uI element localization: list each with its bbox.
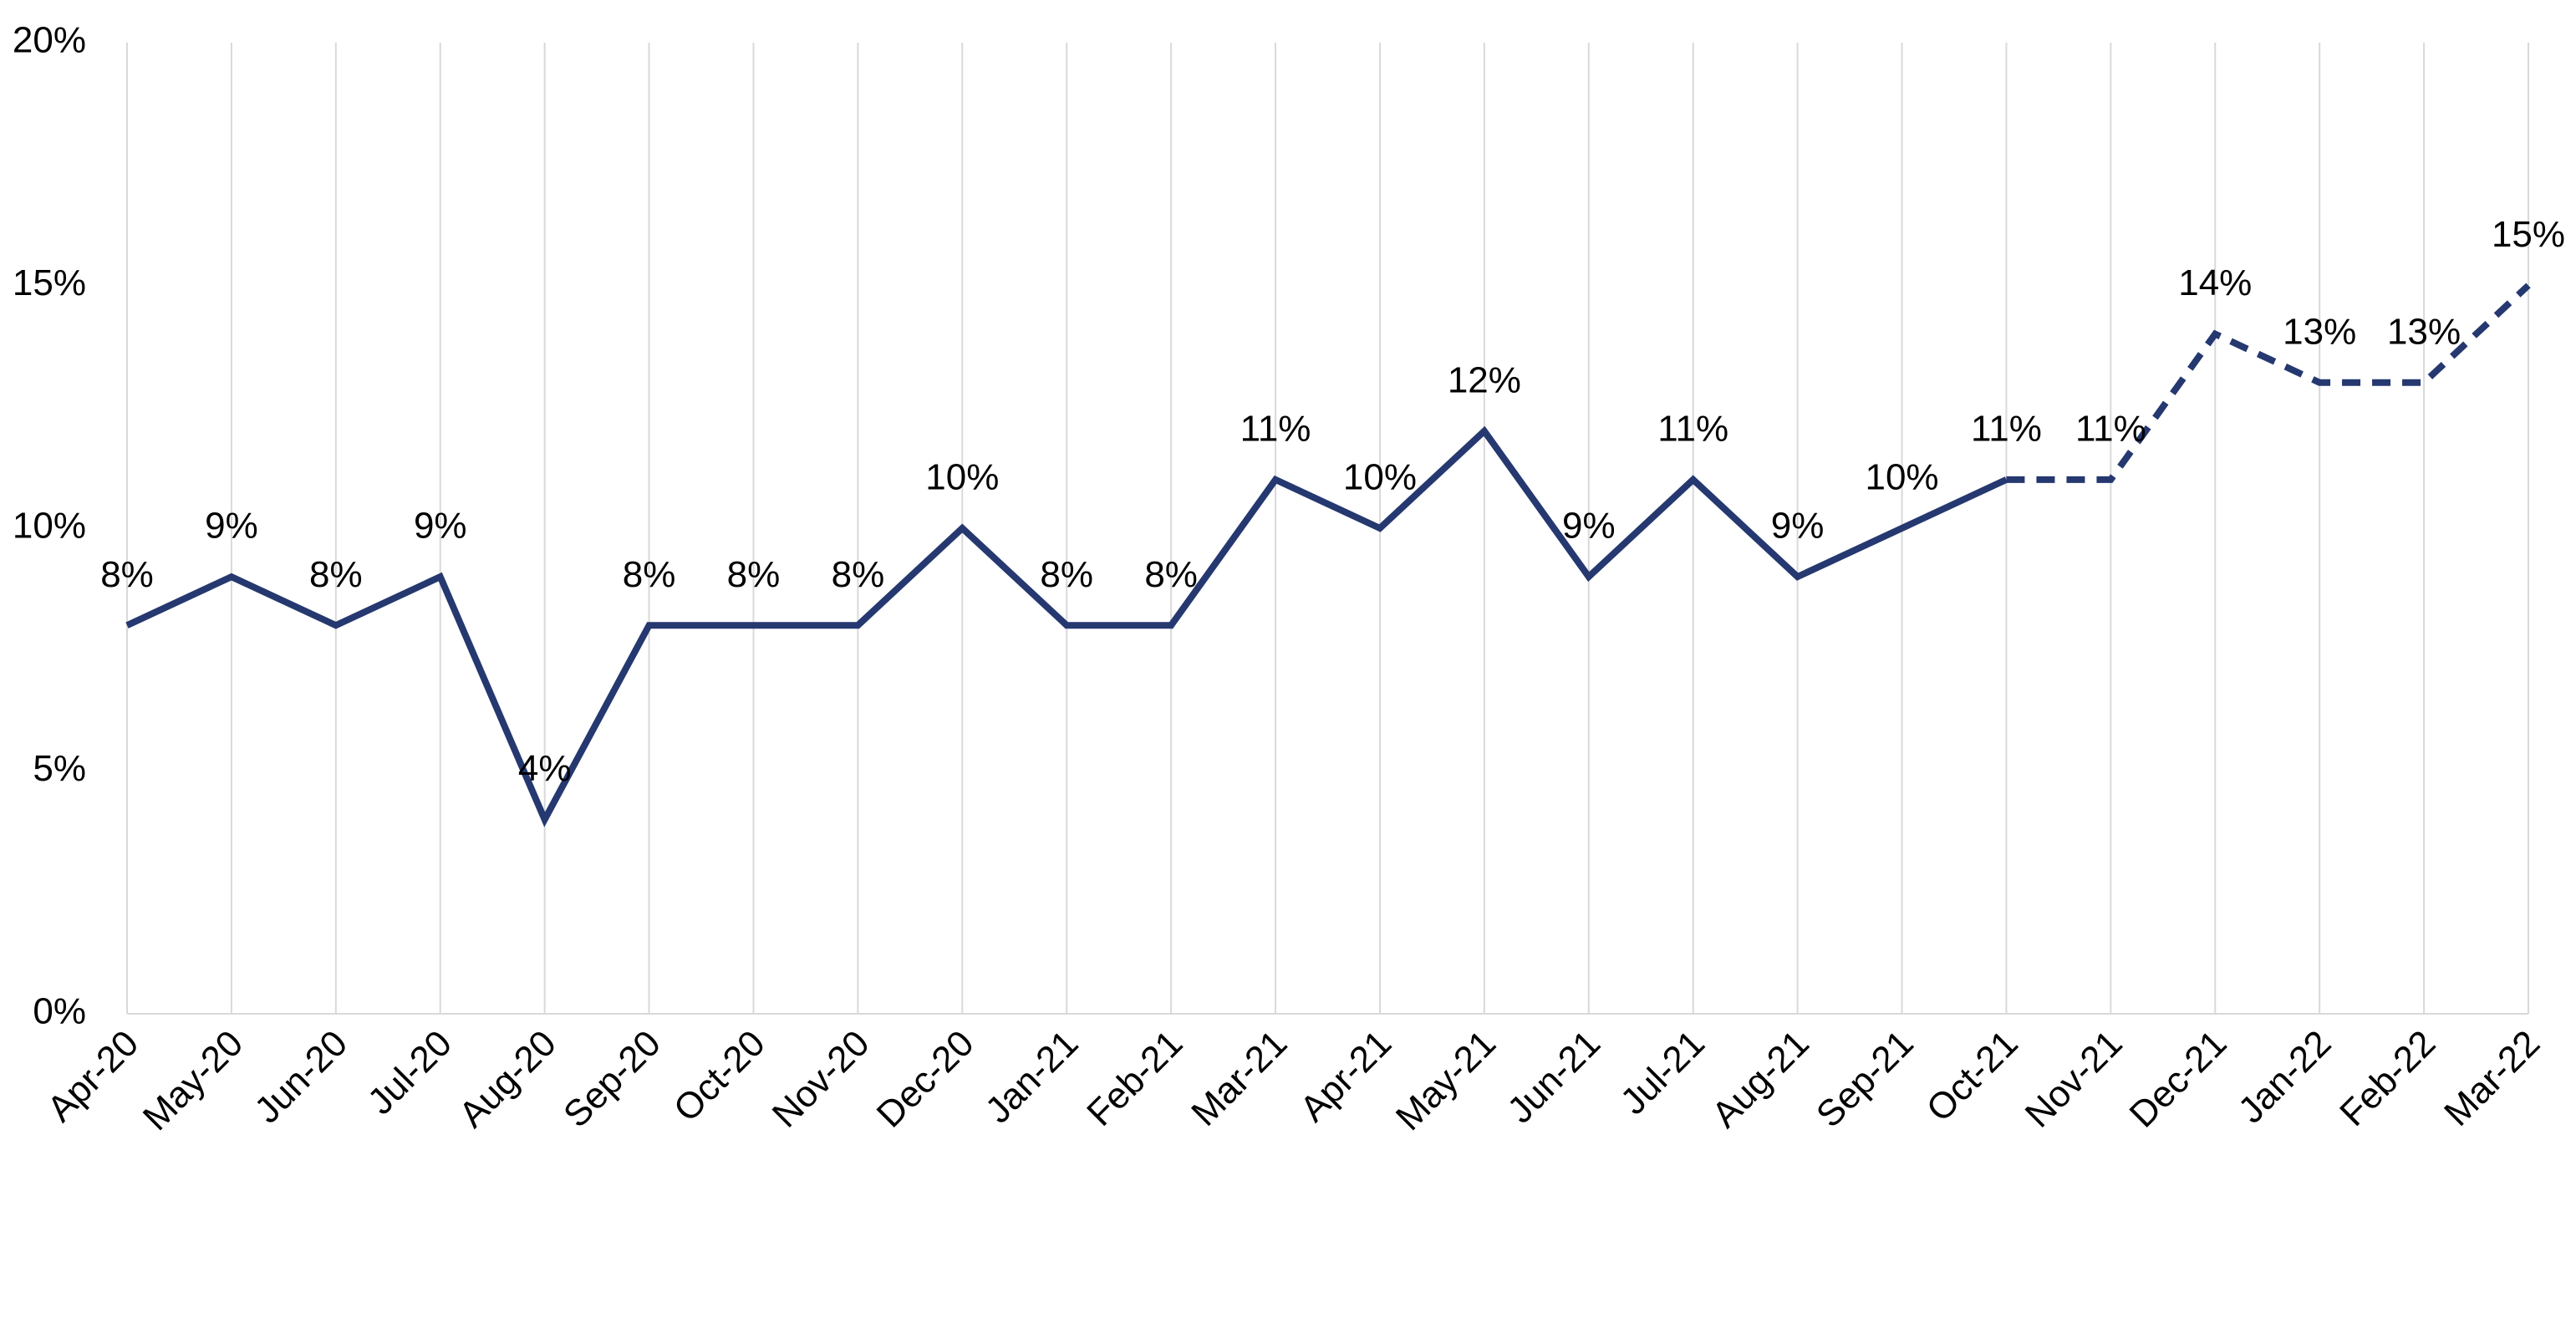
y-tick-label: 10% [13, 506, 86, 547]
data-label: 8% [1040, 554, 1093, 595]
x-tick-label: Jan-21 [978, 1023, 1087, 1132]
x-tick-label: May-20 [135, 1023, 251, 1138]
data-label: 4% [518, 748, 572, 789]
data-label: 9% [1771, 506, 1825, 547]
data-label: 11% [2075, 409, 2146, 450]
x-tick-label: Mar-22 [2436, 1023, 2548, 1134]
x-tick-label: Feb-22 [2332, 1023, 2443, 1134]
x-tick-label: Feb-21 [1079, 1023, 1190, 1134]
data-label: 9% [1562, 506, 1616, 547]
data-label: 10% [1865, 457, 1938, 498]
x-tick-label: Nov-20 [765, 1023, 878, 1136]
data-label: 9% [414, 506, 467, 547]
data-label: 8% [623, 554, 676, 595]
data-label: 14% [2178, 262, 2252, 303]
x-tick-label: Jul-21 [1613, 1023, 1713, 1122]
data-label: 8% [100, 554, 154, 595]
data-label: 8% [832, 554, 885, 595]
x-tick-label: Jun-20 [247, 1023, 355, 1132]
x-tick-label: Oct-21 [1919, 1023, 2026, 1130]
x-tick-label: Jan-22 [2231, 1023, 2339, 1132]
data-label: 12% [1448, 359, 1521, 400]
x-tick-label: Sep-21 [1809, 1023, 1922, 1136]
x-tick-label: Mar-21 [1184, 1023, 1295, 1134]
x-tick-label: Dec-21 [2122, 1023, 2235, 1136]
x-tick-label: Aug-21 [1704, 1023, 1817, 1136]
x-tick-label: Jul-20 [360, 1023, 460, 1122]
data-label: 8% [1144, 554, 1198, 595]
series-line [2006, 282, 2531, 483]
x-tick-label: Apr-20 [39, 1023, 146, 1130]
x-tick-label: Apr-21 [1292, 1023, 1399, 1130]
data-label: 8% [727, 554, 781, 595]
series-line [125, 425, 2008, 827]
data-label: 13% [2387, 311, 2461, 352]
y-tick-label: 5% [33, 748, 86, 789]
x-tick-label: Dec-20 [869, 1023, 982, 1136]
y-tick-label: 15% [13, 262, 86, 303]
data-label: 15% [2492, 214, 2565, 255]
x-tick-label: Sep-20 [556, 1023, 669, 1136]
data-label: 10% [925, 457, 999, 498]
data-label: 11% [1971, 409, 2042, 450]
x-tick-label: Nov-21 [2018, 1023, 2131, 1136]
data-label: 10% [1343, 457, 1417, 498]
data-label: 9% [205, 506, 258, 547]
x-tick-label: Jun-21 [1499, 1023, 1608, 1132]
x-tick-label: Oct-20 [666, 1023, 773, 1130]
data-label: 13% [2283, 311, 2356, 352]
data-label: 11% [1240, 409, 1311, 450]
y-tick-label: 0% [33, 991, 86, 1032]
x-tick-label: Aug-20 [451, 1023, 564, 1136]
data-label: 8% [309, 554, 363, 595]
y-tick-label: 20% [13, 20, 86, 61]
x-tick-label: May-21 [1388, 1023, 1504, 1138]
data-label: 11% [1657, 409, 1728, 450]
